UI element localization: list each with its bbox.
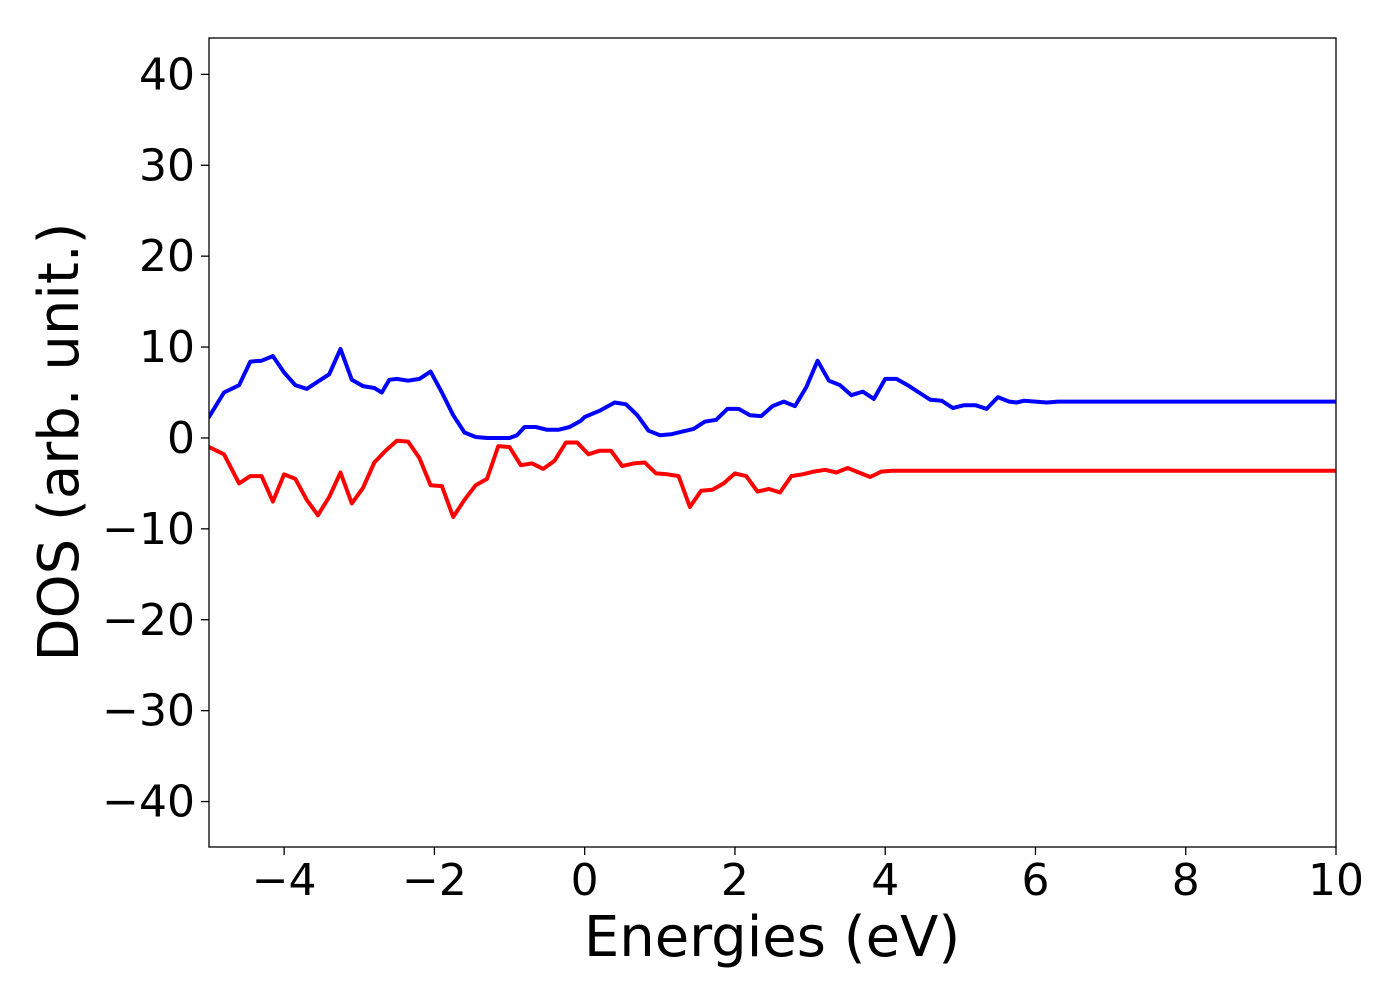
y-tick-label: 10: [139, 322, 195, 373]
x-tick-label: 6: [1021, 855, 1049, 906]
y-axis-label: DOS (arb. unit.): [27, 222, 92, 661]
series-layer: [209, 346, 1336, 519]
plot-background: [209, 38, 1336, 847]
x-axis-label: Energies (eV): [584, 905, 960, 970]
y-tick-label: 40: [139, 49, 195, 100]
x-tick-label: −4: [252, 855, 317, 906]
x-tick-label: 4: [871, 855, 899, 906]
x-axis-ticks: −4 −2 0 2 4 6 8 10: [252, 847, 1364, 906]
y-tick-label: −40: [102, 777, 195, 828]
y-tick-label: −20: [102, 595, 195, 646]
y-tick-label: 20: [139, 231, 195, 282]
x-tick-label: −2: [402, 855, 467, 906]
y-tick-label: −10: [102, 504, 195, 555]
series-line-2: [209, 438, 1336, 519]
y-tick-label: −30: [102, 686, 195, 737]
x-tick-label: 0: [571, 855, 599, 906]
y-tick-label: 0: [167, 413, 195, 464]
y-tick-label: 30: [139, 140, 195, 191]
y-axis-ticks: −40 −30 −20 −10 0 10 20 30 40: [102, 49, 209, 828]
x-tick-label: 8: [1172, 855, 1200, 906]
plot-frame: [208, 37, 1337, 848]
x-tick-label: 2: [721, 855, 749, 906]
x-tick-label: 10: [1308, 855, 1364, 906]
series-line-1: [209, 346, 1336, 440]
